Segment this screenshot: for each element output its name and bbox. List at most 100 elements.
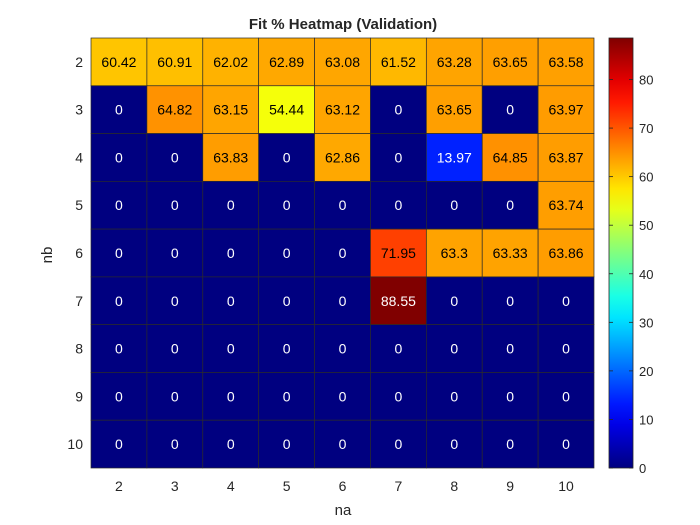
y-tick-label: 10 xyxy=(67,436,83,452)
heatmap-cell xyxy=(537,372,595,421)
heatmap-cell-label: 60.91 xyxy=(157,54,192,70)
heatmap-cell xyxy=(90,276,148,326)
heatmap-cell-label: 0 xyxy=(506,388,514,404)
heatmap-cell-label: 0 xyxy=(227,436,235,452)
heatmap-cell-label: 63.33 xyxy=(493,245,528,261)
heatmap-cell xyxy=(90,419,148,469)
heatmap-cell-label: 63.86 xyxy=(549,245,584,261)
heatmap-cell xyxy=(314,85,371,134)
heatmap-cell xyxy=(258,37,315,87)
heatmap-cell xyxy=(314,133,371,182)
heatmap-cell-label: 63.87 xyxy=(549,149,584,165)
colorbar-tick-label: 70 xyxy=(639,121,653,136)
heatmap-cell xyxy=(425,228,483,278)
heatmap-cell xyxy=(202,228,260,278)
heatmap-cell xyxy=(90,85,148,134)
colorbar-tick-label: 50 xyxy=(639,218,653,233)
heatmap-cell-label: 64.82 xyxy=(157,102,192,118)
heatmap-cell-label: 0 xyxy=(506,197,514,213)
y-tick-label: 7 xyxy=(75,293,83,309)
heatmap-cell xyxy=(314,324,371,373)
x-tick-label: 8 xyxy=(450,478,458,494)
heatmap-cell-label: 0 xyxy=(562,341,570,357)
heatmap-cell xyxy=(202,133,260,182)
heatmap-cell xyxy=(202,276,260,326)
heatmap-cell xyxy=(314,276,371,326)
heatmap-cell-label: 0 xyxy=(171,149,179,165)
heatmap-cells xyxy=(90,37,595,469)
heatmap-cell-label: 0 xyxy=(227,245,235,261)
y-tick-label: 6 xyxy=(75,245,83,261)
heatmap-cell-label: 0 xyxy=(339,341,347,357)
heatmap-cell xyxy=(370,372,427,421)
heatmap-cell-label: 0 xyxy=(506,102,514,118)
heatmap-cell-label: 0 xyxy=(283,341,291,357)
heatmap-cell-label: 0 xyxy=(171,388,179,404)
heatmap-cell xyxy=(146,276,204,326)
heatmap-cell xyxy=(90,372,148,421)
heatmap-cell-label: 63.97 xyxy=(549,102,584,118)
heatmap-cell xyxy=(425,324,483,373)
heatmap-cell-label: 71.95 xyxy=(381,245,416,261)
heatmap-cell xyxy=(146,228,204,278)
heatmap-cell-label: 0 xyxy=(506,341,514,357)
heatmap-cell xyxy=(537,180,595,230)
heatmap-cell-label: 60.42 xyxy=(101,54,136,70)
heatmap-cell-label: 62.86 xyxy=(325,149,360,165)
heatmap-cell xyxy=(258,372,315,421)
heatmap-cell-label: 0 xyxy=(227,197,235,213)
heatmap-cell-label: 0 xyxy=(562,388,570,404)
heatmap-cell-label: 62.02 xyxy=(213,54,248,70)
x-tick-label: 4 xyxy=(227,478,235,494)
heatmap-cell-label: 0 xyxy=(450,436,458,452)
heatmap-cell xyxy=(146,180,204,230)
heatmap-cell xyxy=(425,419,483,469)
heatmap-cell-label: 63.65 xyxy=(493,54,528,70)
heatmap-cell-label: 0 xyxy=(450,197,458,213)
heatmap-cell-label: 0 xyxy=(227,293,235,309)
heatmap-cell-label: 0 xyxy=(115,149,123,165)
y-tick-label: 2 xyxy=(75,54,83,70)
heatmap-cell-label: 63.08 xyxy=(325,54,360,70)
heatmap-cell xyxy=(146,37,204,87)
heatmap-cell-label: 0 xyxy=(394,102,402,118)
heatmap-cell-label: 0 xyxy=(283,149,291,165)
heatmap-cell xyxy=(258,180,315,230)
heatmap-cell-label: 0 xyxy=(450,388,458,404)
heatmap-cell-label: 63.15 xyxy=(213,102,248,118)
heatmap-cell-label: 0 xyxy=(506,293,514,309)
colorbar-tick-label: 80 xyxy=(639,73,653,88)
heatmap-cell-label: 0 xyxy=(227,388,235,404)
y-axis-label: nb xyxy=(39,247,56,264)
heatmap-cell xyxy=(258,276,315,326)
x-tick-label: 3 xyxy=(171,478,179,494)
heatmap-cell-label: 0 xyxy=(283,245,291,261)
y-tick-label: 4 xyxy=(75,149,83,165)
heatmap-cell xyxy=(258,133,315,182)
heatmap-cell xyxy=(90,180,148,230)
colorbar-tick-label: 30 xyxy=(639,315,653,330)
heatmap-cell xyxy=(202,372,260,421)
heatmap-cell-label: 0 xyxy=(339,245,347,261)
heatmap-cell-label: 0 xyxy=(115,245,123,261)
heatmap-cell xyxy=(314,37,371,87)
heatmap-cell-label: 63.58 xyxy=(549,54,584,70)
colorbar-tick-label: 20 xyxy=(639,364,653,379)
heatmap-cell-label: 0 xyxy=(115,341,123,357)
heatmap-cell-label: 0 xyxy=(394,197,402,213)
heatmap-cell xyxy=(425,372,483,421)
heatmap-cell xyxy=(258,419,315,469)
heatmap-cell-label: 0 xyxy=(450,341,458,357)
heatmap-cell xyxy=(258,85,315,134)
heatmap-cell-label: 0 xyxy=(283,197,291,213)
heatmap-cell-label: 0 xyxy=(227,341,235,357)
heatmap-cell xyxy=(90,324,148,373)
heatmap-cell xyxy=(146,419,204,469)
heatmap-cell-label: 64.85 xyxy=(493,149,528,165)
heatmap-cell-label: 63.3 xyxy=(441,245,468,261)
heatmap-cell-label: 63.65 xyxy=(437,102,472,118)
heatmap-cell-label: 0 xyxy=(339,197,347,213)
heatmap-cell-label: 0 xyxy=(115,388,123,404)
heatmap-cell xyxy=(481,276,539,326)
heatmap-cell xyxy=(537,133,595,182)
